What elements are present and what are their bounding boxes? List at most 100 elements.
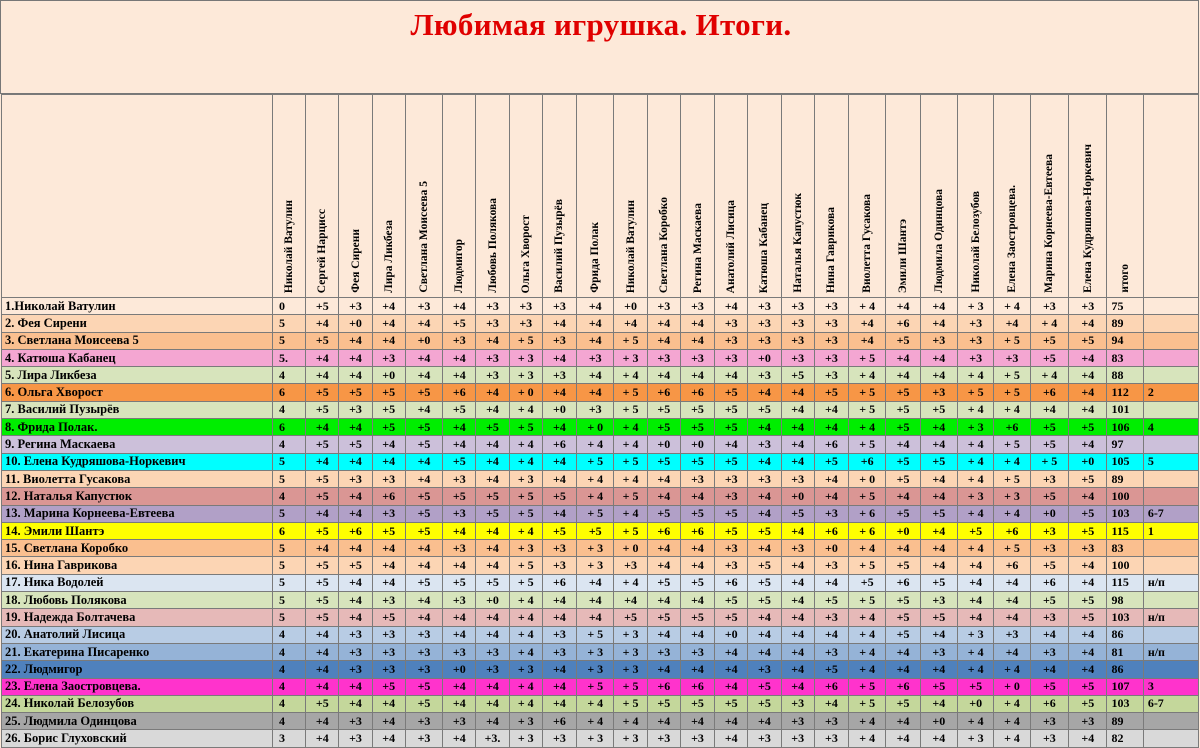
score-cell[interactable]: н/п	[1142, 642, 1200, 662]
score-cell[interactable]: +4	[919, 296, 959, 316]
score-cell[interactable]: +4	[404, 366, 444, 385]
score-cell[interactable]: +3	[338, 729, 373, 748]
column-header[interactable]: Нина Гаврикова	[813, 94, 850, 298]
score-cell[interactable]: +6	[1029, 383, 1070, 402]
score-cell[interactable]: +5	[714, 400, 749, 420]
score-cell[interactable]: +3	[576, 348, 615, 368]
score-cell[interactable]: +4	[338, 573, 373, 593]
score-cell[interactable]: +6	[646, 383, 681, 402]
column-header[interactable]: Светлана Моисеева 5	[404, 94, 444, 298]
score-cell[interactable]: +4	[747, 504, 782, 523]
score-cell[interactable]: + 3	[613, 729, 648, 748]
score-cell[interactable]: +3	[646, 642, 681, 662]
score-cell[interactable]: 6-7	[1142, 694, 1200, 714]
score-cell[interactable]: +4	[338, 677, 373, 696]
score-cell[interactable]: +0	[747, 348, 782, 368]
score-cell[interactable]: +5	[714, 452, 749, 471]
score-cell[interactable]: + 4	[957, 469, 995, 489]
score-cell[interactable]: + 3	[957, 487, 995, 506]
score-cell[interactable]: 94	[1106, 331, 1144, 350]
score-cell[interactable]: +5	[714, 521, 749, 541]
score-cell[interactable]: +4	[957, 591, 995, 610]
score-cell[interactable]: + 3	[576, 642, 615, 662]
score-cell[interactable]: +0	[714, 625, 749, 644]
score-cell[interactable]: +4	[404, 556, 444, 575]
score-cell[interactable]: 4	[271, 660, 307, 679]
score-cell[interactable]: 4	[271, 712, 307, 731]
score-cell[interactable]: +3	[338, 296, 373, 316]
score-cell[interactable]: +4	[919, 348, 959, 368]
score-cell[interactable]: +3	[1029, 608, 1070, 627]
score-cell[interactable]: +4	[1068, 348, 1108, 368]
score-cell[interactable]: +4	[747, 625, 782, 644]
score-cell[interactable]: +6	[813, 435, 850, 454]
score-cell[interactable]: +3	[747, 314, 782, 333]
score-cell[interactable]: +3	[714, 314, 749, 333]
score-cell[interactable]: +4	[919, 539, 959, 558]
score-cell[interactable]: + 0	[993, 677, 1031, 696]
column-header[interactable]: Елена Заостровцева.	[993, 94, 1031, 298]
score-cell[interactable]: +3	[475, 314, 510, 333]
score-cell[interactable]: +4	[475, 694, 510, 714]
score-cell[interactable]: +0	[404, 331, 444, 350]
score-cell[interactable]: + 5	[993, 435, 1031, 454]
score-cell[interactable]: + 5	[613, 694, 648, 714]
score-cell[interactable]: +4	[442, 348, 477, 368]
score-cell[interactable]: + 5	[613, 452, 648, 471]
column-header[interactable]: Светлана Коробко	[646, 94, 681, 298]
score-cell[interactable]: +4	[919, 469, 959, 489]
score-cell[interactable]: +4	[305, 729, 340, 748]
score-cell[interactable]: +4	[576, 296, 615, 316]
score-cell[interactable]: +4	[780, 677, 815, 696]
score-cell[interactable]: +5	[1029, 331, 1070, 350]
score-cell[interactable]: + 4	[993, 504, 1031, 523]
score-cell[interactable]: + 5	[576, 625, 615, 644]
column-header[interactable]	[1142, 94, 1200, 298]
score-cell[interactable]: + 4	[957, 642, 995, 662]
score-cell[interactable]: +3	[371, 469, 406, 489]
score-cell[interactable]: +5	[305, 296, 340, 316]
score-cell[interactable]: +5	[714, 694, 749, 714]
score-cell[interactable]: 98	[1106, 591, 1144, 610]
score-cell[interactable]: + 4	[993, 452, 1031, 471]
score-cell[interactable]: +3	[576, 400, 615, 420]
score-cell[interactable]: +3	[813, 608, 850, 627]
score-cell[interactable]: н/п	[1142, 608, 1200, 627]
score-cell[interactable]: + 4	[576, 487, 615, 506]
score-cell[interactable]: +3	[679, 642, 716, 662]
score-cell[interactable]: 6	[271, 521, 307, 541]
score-cell[interactable]: +4	[404, 452, 444, 471]
score-cell[interactable]: 4	[271, 625, 307, 644]
score-cell[interactable]: +4	[305, 625, 340, 644]
score-cell[interactable]: +4	[848, 314, 887, 333]
score-cell[interactable]: +4	[475, 539, 510, 558]
score-cell[interactable]: + 3	[508, 660, 543, 679]
score-cell[interactable]: +4	[885, 487, 921, 506]
score-cell[interactable]: +3	[679, 469, 716, 489]
score-cell[interactable]: +5	[371, 383, 406, 402]
row-name-cell[interactable]: 23. Елена Заостровцева.	[1, 677, 273, 696]
score-cell[interactable]: +5	[1068, 521, 1108, 541]
row-name-cell[interactable]: 19. Надежда Болтачева	[1, 608, 273, 627]
score-cell[interactable]: + 4	[508, 452, 543, 471]
score-cell[interactable]: +5	[919, 608, 959, 627]
score-cell[interactable]: +4	[885, 348, 921, 368]
score-cell[interactable]: +4	[780, 452, 815, 471]
score-cell[interactable]: + 5	[957, 383, 995, 402]
score-cell[interactable]: +5	[475, 573, 510, 593]
score-cell[interactable]: +5	[404, 435, 444, 454]
score-cell[interactable]: +0	[475, 591, 510, 610]
score-cell[interactable]: +3	[780, 469, 815, 489]
score-cell[interactable]: 115	[1106, 521, 1144, 541]
score-cell[interactable]: +3	[1029, 729, 1070, 748]
score-cell[interactable]: + 5	[613, 331, 648, 350]
score-cell[interactable]: +4	[371, 539, 406, 558]
score-cell[interactable]: +5	[813, 452, 850, 471]
score-cell[interactable]: 5	[271, 591, 307, 610]
score-cell[interactable]: + 5	[576, 677, 615, 696]
score-cell[interactable]: +4	[679, 366, 716, 385]
score-cell[interactable]: +6	[714, 573, 749, 593]
column-header[interactable]: Николай Ватулин	[613, 94, 648, 298]
score-cell[interactable]: +3	[508, 314, 543, 333]
score-cell[interactable]: +3	[780, 539, 815, 558]
